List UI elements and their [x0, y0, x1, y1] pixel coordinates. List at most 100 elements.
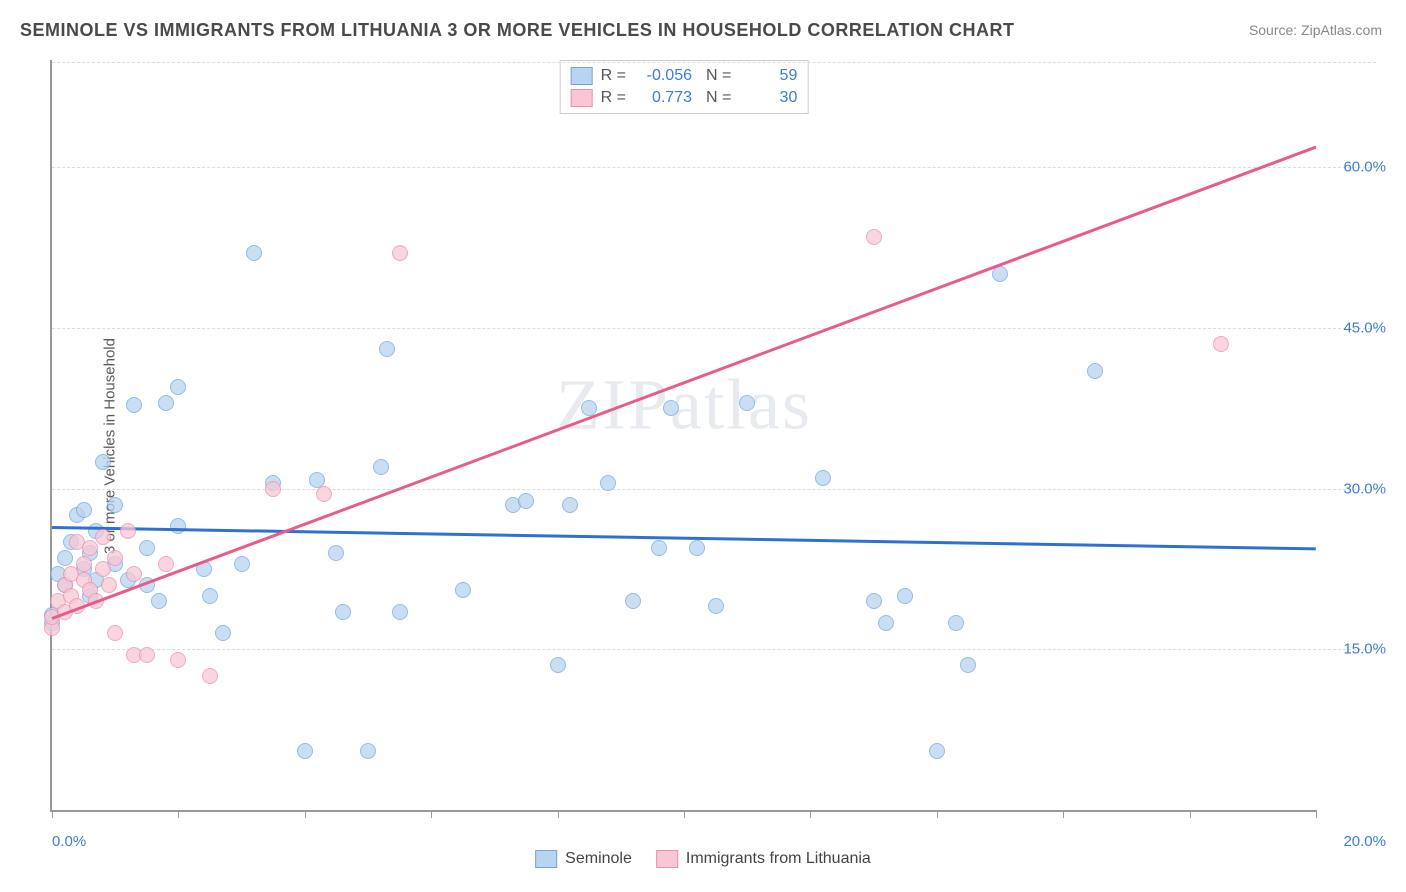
data-point — [139, 647, 155, 663]
legend-swatch — [656, 850, 678, 868]
legend-series-name: Immigrants from Lithuania — [686, 850, 871, 868]
legend-swatch — [535, 850, 557, 868]
data-point — [107, 550, 123, 566]
x-tick — [1316, 810, 1317, 818]
data-point — [373, 459, 389, 475]
gridline — [52, 328, 1376, 329]
legend-item: Immigrants from Lithuania — [656, 850, 871, 868]
n-label: N = — [706, 67, 731, 85]
y-tick-label: 15.0% — [1343, 641, 1386, 658]
data-point — [120, 523, 136, 539]
data-point — [76, 502, 92, 518]
chart-title: SEMINOLE VS IMMIGRANTS FROM LITHUANIA 3 … — [20, 20, 1015, 41]
x-tick — [558, 810, 559, 818]
data-point — [95, 529, 111, 545]
data-point — [107, 497, 123, 513]
data-point — [101, 577, 117, 593]
data-point — [663, 400, 679, 416]
x-tick — [1063, 810, 1064, 818]
data-point — [316, 486, 332, 502]
data-point — [992, 266, 1008, 282]
data-point — [651, 540, 667, 556]
n-value: 59 — [739, 67, 797, 85]
data-point — [866, 593, 882, 609]
data-point — [215, 625, 231, 641]
r-label: R = — [601, 67, 626, 85]
data-point — [455, 582, 471, 598]
x-tick — [305, 810, 306, 818]
data-point — [126, 397, 142, 413]
x-tick — [52, 810, 53, 818]
y-tick-label: 30.0% — [1343, 480, 1386, 497]
data-point — [518, 493, 534, 509]
data-point — [158, 395, 174, 411]
data-point — [297, 743, 313, 759]
series-legend: Seminole Immigrants from Lithuania — [535, 850, 871, 868]
data-point — [360, 743, 376, 759]
data-point — [170, 379, 186, 395]
data-point — [328, 545, 344, 561]
x-tick-label: 20.0% — [1343, 833, 1386, 850]
r-value: -0.056 — [634, 67, 692, 85]
data-point — [126, 566, 142, 582]
data-point — [265, 481, 281, 497]
x-tick — [431, 810, 432, 818]
x-tick — [178, 810, 179, 818]
data-point — [708, 598, 724, 614]
data-point — [866, 229, 882, 245]
data-point — [1087, 363, 1103, 379]
data-point — [625, 593, 641, 609]
gridline — [52, 649, 1376, 650]
data-point — [392, 604, 408, 620]
n-label: N = — [706, 89, 731, 107]
data-point — [95, 454, 111, 470]
data-point — [960, 657, 976, 673]
x-tick — [810, 810, 811, 818]
data-point — [600, 475, 616, 491]
data-point — [948, 615, 964, 631]
y-tick-label: 45.0% — [1343, 319, 1386, 336]
data-point — [57, 550, 73, 566]
x-tick — [1190, 810, 1191, 818]
data-point — [335, 604, 351, 620]
data-point — [76, 556, 92, 572]
data-point — [107, 625, 123, 641]
data-point — [878, 615, 894, 631]
data-point — [392, 245, 408, 261]
source-credit: Source: ZipAtlas.com — [1249, 22, 1382, 38]
r-value: 0.773 — [634, 89, 692, 107]
r-label: R = — [601, 89, 626, 107]
x-tick — [937, 810, 938, 818]
data-point — [139, 540, 155, 556]
legend-series-name: Seminole — [565, 850, 632, 868]
source-link[interactable]: ZipAtlas.com — [1301, 22, 1382, 38]
n-value: 30 — [739, 89, 797, 107]
correlation-legend: R = -0.056 N = 59 R = 0.773 N = 30 — [560, 60, 809, 114]
data-point — [234, 556, 250, 572]
data-point — [246, 245, 262, 261]
data-point — [170, 518, 186, 534]
gridline — [52, 62, 1376, 63]
data-point — [151, 593, 167, 609]
data-point — [739, 395, 755, 411]
data-point — [562, 497, 578, 513]
data-point — [897, 588, 913, 604]
data-point — [689, 540, 705, 556]
legend-row: R = 0.773 N = 30 — [571, 87, 798, 109]
source-prefix: Source: — [1249, 22, 1301, 38]
x-tick — [684, 810, 685, 818]
trend-line — [51, 146, 1316, 620]
data-point — [158, 556, 174, 572]
data-point — [170, 652, 186, 668]
legend-swatch — [571, 67, 593, 85]
legend-row: R = -0.056 N = 59 — [571, 65, 798, 87]
legend-swatch — [571, 89, 593, 107]
chart-plot-area: ZIPatlas R =-0.056N =59R =0.773N =30 15.… — [50, 60, 1316, 812]
data-point — [202, 588, 218, 604]
y-tick-label: 60.0% — [1343, 159, 1386, 176]
gridline — [52, 489, 1376, 490]
data-point — [929, 743, 945, 759]
legend-item: Seminole — [535, 850, 632, 868]
data-point — [550, 657, 566, 673]
gridline — [52, 167, 1376, 168]
